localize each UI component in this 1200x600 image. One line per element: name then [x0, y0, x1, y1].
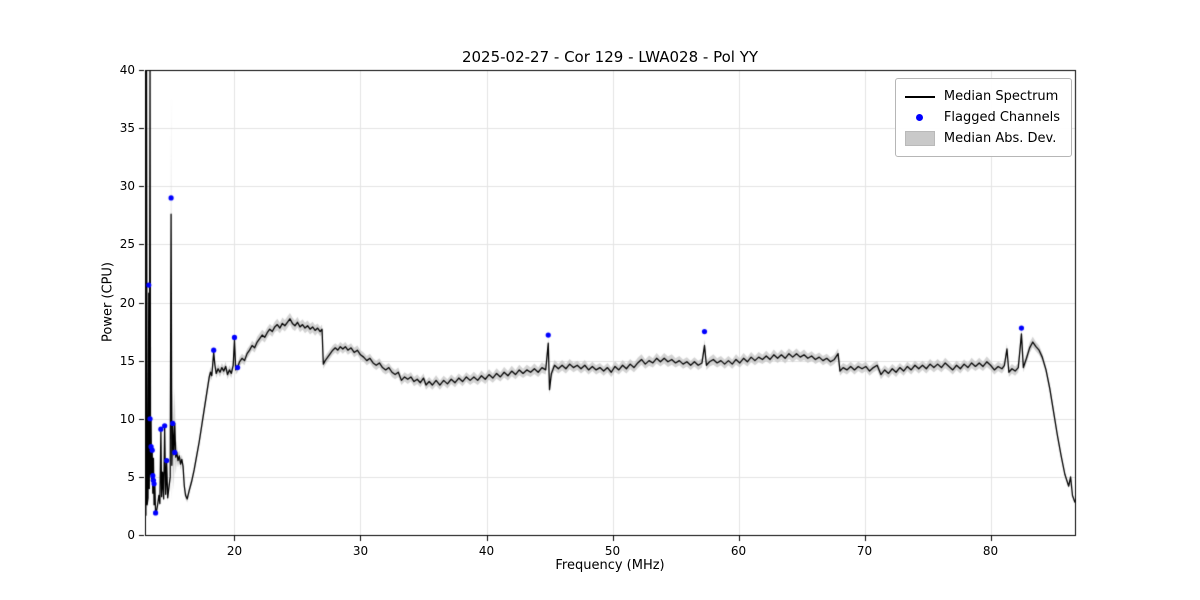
y-tick-label: 0: [127, 528, 135, 542]
x-tick-label: 20: [226, 544, 243, 558]
x-tick-label: 40: [478, 544, 495, 558]
legend-item-flagged-channels: Flagged Channels: [905, 107, 1060, 128]
legend-item-median-spectrum: Median Spectrum: [904, 86, 1060, 107]
median-spectrum-line-sample: [904, 95, 935, 98]
flagged-channels-dot-sample: [905, 114, 935, 121]
legend-label-median-abs-dev: Median Abs. Dev.: [943, 131, 1057, 146]
x-tick-label: 70: [856, 544, 873, 558]
x-tick-label: 30: [352, 544, 369, 558]
legend-label-flagged-channels: Flagged Channels: [943, 110, 1060, 125]
legend-item-median-abs-dev: Median Abs. Dev.: [904, 128, 1060, 149]
x-tick-label: 80: [982, 544, 999, 558]
legend-label-median-spectrum: Median Spectrum: [943, 89, 1059, 104]
legend: Median Spectrum Flagged Channels Median …: [894, 78, 1072, 157]
x-tick-label: 60: [730, 544, 747, 558]
y-tick-label: 25: [119, 237, 135, 252]
y-tick-label: 20: [119, 295, 135, 310]
plot-title: 2025-02-27 - Cor 129 - LWA028 - Pol YY: [461, 48, 759, 66]
y-tick-label: 35: [119, 121, 135, 136]
mad-band-patch-sample: [904, 131, 935, 146]
y-tick-label: 10: [119, 411, 135, 426]
y-tick-label: 5: [127, 469, 135, 484]
y-tick-label: 30: [119, 179, 135, 194]
y-tick-label: 40: [119, 63, 135, 77]
x-axis-label: Frequency (MHz): [555, 558, 665, 573]
x-tick-label: 50: [604, 544, 621, 558]
y-axis-label: Power (CPU): [100, 261, 116, 343]
y-tick-label: 15: [119, 353, 135, 368]
